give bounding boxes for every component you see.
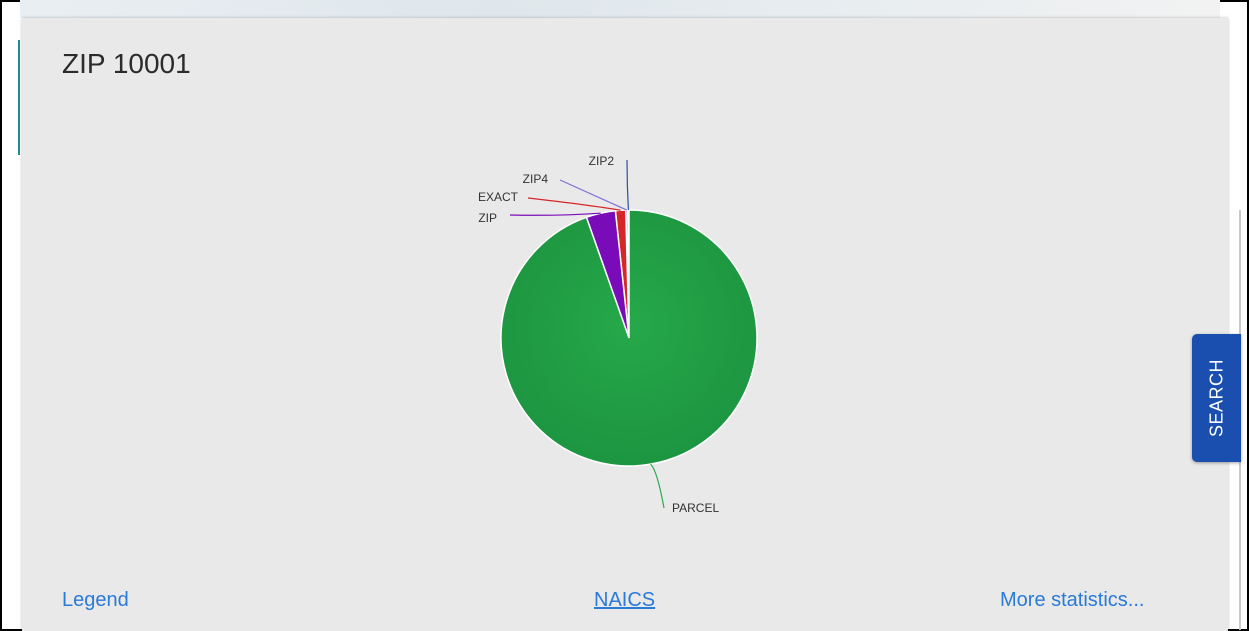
pie-label-zip: ZIP [478, 211, 497, 225]
pie-label-zip2: ZIP2 [589, 154, 615, 168]
search-tab-label: SEARCH [1206, 358, 1226, 438]
naics-link[interactable]: NAICS [594, 589, 656, 611]
leader-line-zip [509, 212, 601, 216]
pie-label-parcel: PARCEL [672, 501, 719, 515]
leader-line-exact [527, 197, 621, 211]
leader-line-zip4 [559, 179, 628, 211]
pie-label-zip4: ZIP4 [523, 172, 549, 186]
search-tab-button[interactable]: SEARCH [1192, 334, 1241, 462]
left-accent-bar [18, 40, 20, 155]
leader-line-parcel [650, 463, 665, 509]
more-statistics-link[interactable]: More statistics... [1000, 589, 1145, 611]
leader-line-zip2 [626, 159, 629, 211]
pie-label-exact: EXACT [478, 190, 519, 204]
pie-slice-parcel[interactable] [500, 209, 758, 467]
background-map-strip [20, 0, 1220, 18]
legend-link[interactable]: Legend [62, 589, 129, 611]
panel-title: ZIP 10001 [62, 48, 191, 79]
